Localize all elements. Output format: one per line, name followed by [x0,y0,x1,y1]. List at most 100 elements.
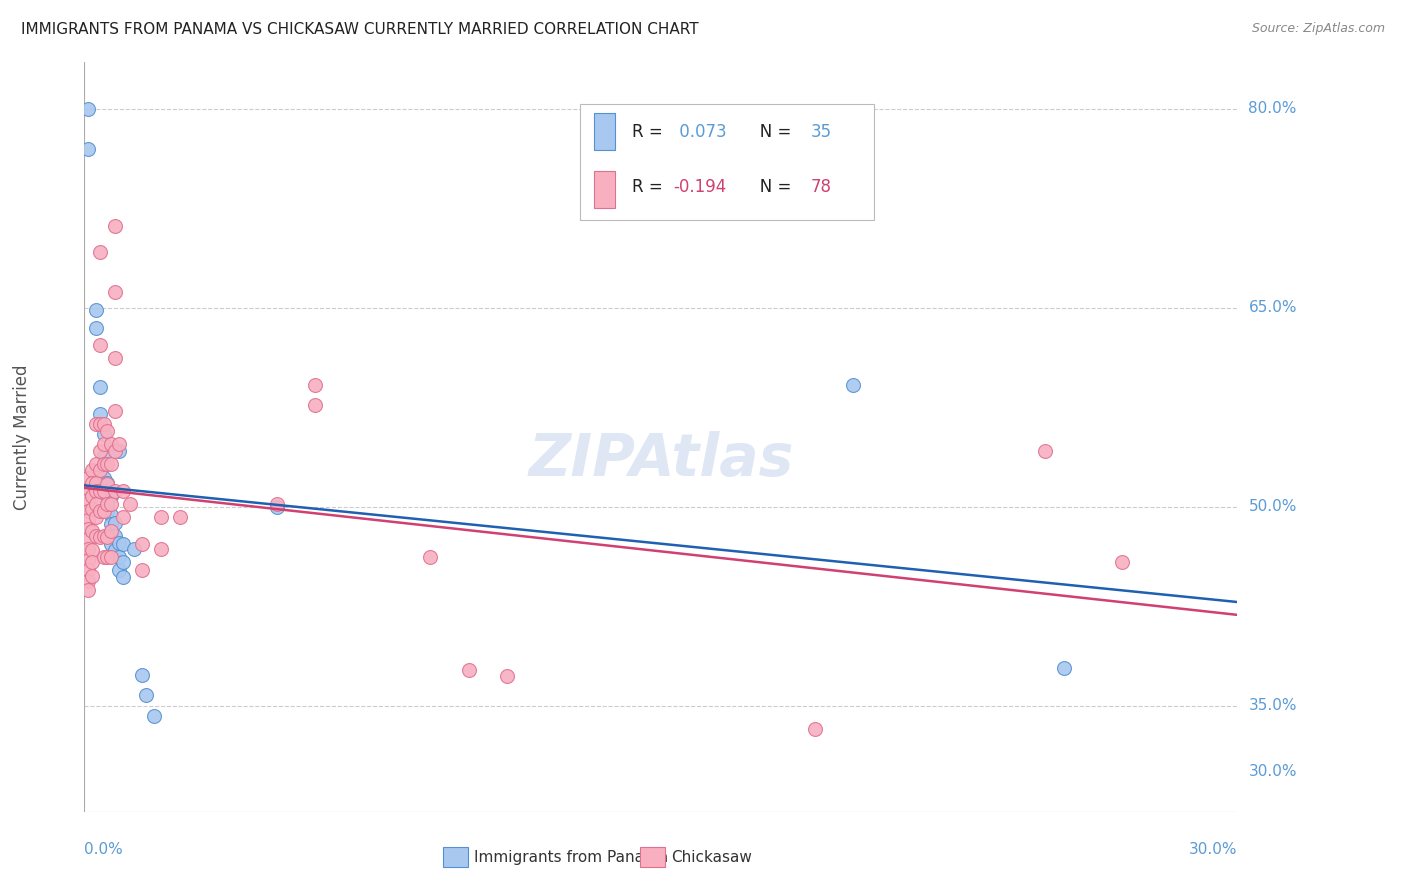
Point [93,426,115,441]
Point [84,303,107,318]
Text: 50.0%: 50.0% [1249,500,1296,514]
Point [457,663,479,677]
Point [77,542,100,557]
Point [104,543,127,558]
Point [100,529,122,543]
Point [108,563,131,577]
Point [93,483,115,498]
Point [496,669,519,683]
Point [96,504,118,518]
Point [93,457,115,471]
Point [80,462,103,476]
Point [104,404,127,418]
Point [131,537,153,551]
Point [77,583,100,598]
Point [77,553,100,567]
Text: R =: R = [633,178,668,195]
Point [135,688,157,702]
Point [150,542,173,557]
Text: R =: R = [633,123,668,141]
Text: Currently Married: Currently Married [13,364,31,510]
Point [80,568,103,582]
Text: Immigrants from Panama: Immigrants from Panama [474,850,668,864]
Point [96,424,118,438]
Text: 30.0%: 30.0% [1249,764,1296,780]
Point [80,502,103,516]
Point [111,483,134,498]
Text: 0.0%: 0.0% [84,842,124,857]
Point [842,377,865,392]
Point [89,380,111,394]
Point [266,500,288,514]
Point [131,668,153,682]
Point [96,486,118,500]
Point [77,483,100,498]
Point [96,497,118,511]
Point [104,285,127,299]
Point [77,563,100,577]
Point [84,529,107,543]
Point [120,497,142,511]
Point [304,398,326,412]
Text: 30.0%: 30.0% [1189,842,1237,857]
Point [100,516,122,531]
Point [80,524,103,538]
Text: Chickasaw: Chickasaw [671,850,752,864]
Point [111,510,134,524]
Point [150,510,173,524]
FancyBboxPatch shape [581,103,875,219]
Text: 80.0%: 80.0% [1249,102,1296,116]
Point [93,450,115,464]
Point [77,102,100,116]
Text: 35: 35 [811,123,832,141]
Point [93,417,115,432]
Point [96,475,118,490]
Point [84,457,107,471]
Point [104,219,127,233]
Point [77,513,100,527]
Point [89,417,111,432]
Text: IMMIGRANTS FROM PANAMA VS CHICKASAW CURRENTLY MARRIED CORRELATION CHART: IMMIGRANTS FROM PANAMA VS CHICKASAW CURR… [21,22,699,37]
Point [77,470,100,484]
FancyBboxPatch shape [593,113,614,150]
Point [104,529,127,543]
Point [84,497,107,511]
Point [124,542,146,557]
Point [111,570,134,584]
Point [84,475,107,490]
Point [111,555,134,569]
Point [93,437,115,451]
Text: N =: N = [744,178,796,195]
Point [93,504,115,518]
Point [96,457,118,471]
Point [266,497,288,511]
Point [84,320,107,334]
Point [77,532,100,546]
Point [89,530,111,544]
Point [89,483,111,498]
Text: ZIPAtlas: ZIPAtlas [529,431,793,488]
Point [93,470,115,484]
Point [89,444,111,458]
Point [1053,661,1076,675]
Point [419,550,441,565]
Text: 65.0%: 65.0% [1249,301,1296,315]
Point [108,437,131,451]
Point [77,142,100,156]
Point [84,417,107,432]
Point [131,563,153,577]
Point [80,489,103,503]
Point [89,407,111,421]
Point [96,497,118,511]
Point [93,529,115,543]
Point [108,550,131,565]
Point [80,543,103,558]
Point [84,510,107,524]
Point [89,462,111,476]
Point [77,522,100,536]
Text: -0.194: -0.194 [673,178,727,195]
FancyBboxPatch shape [593,171,614,208]
Point [96,477,118,491]
Point [304,377,326,392]
Point [108,535,131,549]
